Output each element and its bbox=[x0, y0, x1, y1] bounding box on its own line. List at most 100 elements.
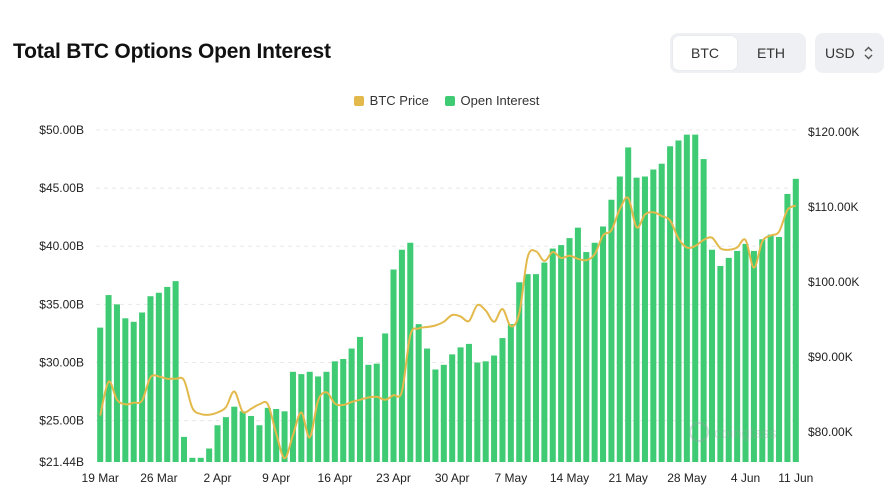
oi-bar[interactable] bbox=[767, 234, 774, 462]
oi-bar[interactable] bbox=[499, 338, 506, 462]
oi-bar[interactable] bbox=[583, 252, 590, 462]
oi-bar[interactable] bbox=[315, 376, 322, 462]
oi-bar[interactable] bbox=[734, 250, 741, 462]
oi-bar[interactable] bbox=[440, 364, 447, 462]
watermark-text: coinglass bbox=[714, 425, 777, 442]
oi-bar[interactable] bbox=[725, 257, 732, 462]
oi-bar[interactable] bbox=[365, 364, 372, 462]
oi-bar[interactable] bbox=[667, 146, 674, 462]
oi-bar[interactable] bbox=[415, 324, 422, 462]
oi-bar[interactable] bbox=[197, 457, 204, 462]
oi-bar[interactable] bbox=[692, 134, 699, 462]
oi-bar[interactable] bbox=[97, 327, 104, 462]
oi-bar[interactable] bbox=[323, 371, 330, 462]
oi-bar[interactable] bbox=[625, 147, 632, 462]
oi-bar[interactable] bbox=[130, 321, 137, 462]
oi-bar[interactable] bbox=[172, 281, 179, 462]
oi-bar[interactable] bbox=[390, 269, 397, 463]
x-tick: 21 May bbox=[609, 471, 648, 485]
y-left-tick: $40.00B bbox=[39, 239, 84, 253]
oi-bar[interactable] bbox=[180, 436, 188, 462]
oi-bar[interactable] bbox=[759, 239, 766, 462]
oi-bar[interactable] bbox=[113, 304, 120, 462]
oi-bar[interactable] bbox=[549, 248, 556, 462]
oi-bar[interactable] bbox=[231, 406, 238, 462]
oi-bar[interactable] bbox=[541, 262, 548, 462]
oi-bar[interactable] bbox=[566, 238, 573, 462]
oi-bar[interactable] bbox=[600, 226, 607, 462]
oi-bar[interactable] bbox=[616, 176, 623, 463]
oi-bar[interactable] bbox=[641, 176, 648, 463]
oi-bar[interactable] bbox=[717, 266, 724, 462]
oi-bar[interactable] bbox=[591, 242, 598, 462]
tab-btc[interactable]: BTC bbox=[673, 36, 737, 70]
oi-bar[interactable] bbox=[633, 177, 640, 462]
oi-bar[interactable] bbox=[122, 318, 129, 462]
oi-bar[interactable] bbox=[424, 348, 431, 462]
oi-bar[interactable] bbox=[700, 159, 707, 462]
oi-bar[interactable] bbox=[524, 274, 531, 462]
oi-bar[interactable] bbox=[382, 333, 389, 462]
oi-bar[interactable] bbox=[608, 199, 615, 462]
oi-bar[interactable] bbox=[331, 361, 338, 462]
legend-btc-price[interactable]: BTC Price bbox=[353, 93, 429, 108]
oi-bar[interactable] bbox=[189, 457, 196, 462]
y-right-tick: $100.00K bbox=[808, 275, 859, 289]
oi-bar[interactable] bbox=[373, 363, 380, 462]
oi-bar[interactable] bbox=[139, 312, 146, 462]
oi-bar[interactable] bbox=[281, 411, 288, 462]
oi-bar[interactable] bbox=[792, 178, 799, 462]
oi-bar[interactable] bbox=[532, 274, 540, 462]
x-tick: 26 Mar bbox=[140, 471, 177, 485]
oi-bar[interactable] bbox=[432, 369, 439, 462]
chart-legend: BTC Price Open Interest bbox=[0, 93, 893, 109]
x-tick: 4 Jun bbox=[731, 471, 760, 485]
y-left-tick: $21.44B bbox=[39, 455, 84, 469]
x-tick: 23 Apr bbox=[376, 471, 411, 485]
x-tick: 30 Apr bbox=[435, 471, 470, 485]
oi-bar[interactable] bbox=[248, 415, 255, 462]
oi-bar[interactable] bbox=[264, 407, 271, 462]
y-right-tick: $110.00K bbox=[808, 200, 859, 214]
tab-eth[interactable]: ETH bbox=[757, 45, 785, 61]
oi-bar[interactable] bbox=[750, 250, 757, 462]
oi-bar[interactable] bbox=[776, 236, 783, 462]
oi-bar[interactable] bbox=[516, 282, 523, 462]
oi-bar[interactable] bbox=[558, 245, 565, 462]
oi-bar[interactable] bbox=[574, 227, 581, 462]
oi-bar[interactable] bbox=[449, 354, 456, 462]
oi-bar[interactable] bbox=[465, 343, 472, 462]
oi-bar[interactable] bbox=[784, 193, 791, 462]
oi-bar[interactable] bbox=[708, 249, 716, 462]
oi-bar[interactable] bbox=[658, 163, 665, 462]
oi-bar[interactable] bbox=[742, 243, 749, 462]
page-title: Total BTC Options Open Interest bbox=[13, 40, 331, 63]
oi-bar[interactable] bbox=[289, 371, 296, 462]
oi-bar[interactable] bbox=[398, 249, 405, 462]
oi-bar[interactable] bbox=[491, 355, 498, 462]
oi-bar[interactable] bbox=[474, 362, 481, 462]
oi-bar[interactable] bbox=[507, 324, 514, 462]
oi-bar[interactable] bbox=[239, 411, 246, 462]
legend-open-interest[interactable]: Open Interest bbox=[444, 93, 539, 108]
oi-bar[interactable] bbox=[206, 448, 213, 462]
oi-bar[interactable] bbox=[164, 286, 171, 462]
oi-bar[interactable] bbox=[306, 371, 313, 462]
x-tick: 2 Apr bbox=[203, 471, 231, 485]
oi-bar[interactable] bbox=[683, 134, 690, 462]
oi-bar[interactable] bbox=[222, 417, 229, 462]
oi-bar[interactable] bbox=[457, 347, 464, 462]
oi-bar[interactable] bbox=[105, 295, 112, 462]
oi-bar[interactable] bbox=[214, 425, 221, 462]
oi-bar[interactable] bbox=[256, 425, 263, 462]
oi-bar[interactable] bbox=[340, 359, 347, 462]
oi-bar[interactable] bbox=[348, 348, 355, 462]
y-right-tick: $90.00K bbox=[808, 350, 853, 364]
oi-bar[interactable] bbox=[298, 374, 305, 462]
oi-bar[interactable] bbox=[650, 169, 657, 462]
oi-bar[interactable] bbox=[675, 140, 682, 462]
oi-bar[interactable] bbox=[407, 242, 414, 462]
currency-select[interactable]: USD bbox=[815, 33, 884, 73]
oi-bar[interactable] bbox=[482, 361, 489, 462]
legend-swatch-oi bbox=[444, 95, 455, 106]
